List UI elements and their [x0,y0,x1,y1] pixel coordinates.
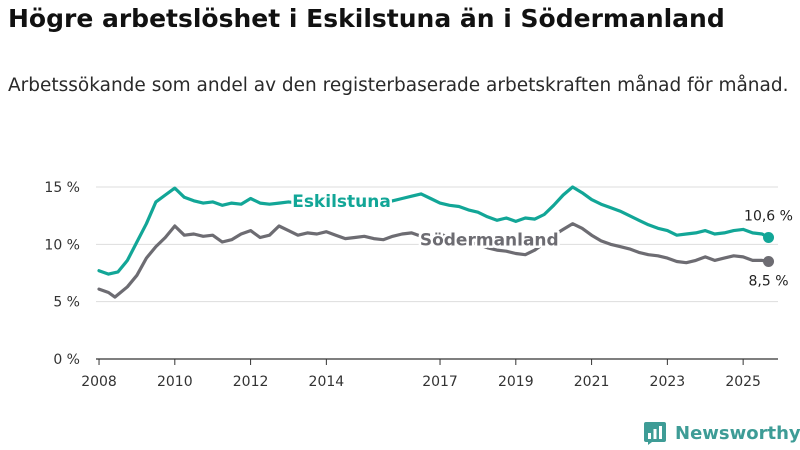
end-value-label-sodermanland: 8,5 % [749,274,789,290]
x-tick-label: 2014 [309,374,345,390]
series-line-sodermanland [97,222,771,299]
x-tick-label: 2019 [498,374,534,390]
series-line-eskilstuna [97,185,771,276]
x-tick-label: 2021 [574,374,610,390]
y-tick-label: 5 % [53,295,80,311]
y-tick-label: 15 % [44,180,80,196]
series-label-sodermanland: Södermanland [420,231,559,251]
y-tick-label: 10 % [44,237,80,253]
x-tick-label: 2025 [725,374,761,390]
x-tick-label: 2012 [233,374,269,390]
x-tick-label: 2010 [157,374,193,390]
brand-name: Newsworthy [675,422,800,444]
newsworthy-brand: Newsworthy [643,418,800,448]
end-point-eskilstuna [763,231,775,243]
end-point-sodermanland [763,256,775,268]
newsworthy-logo-icon [644,422,666,445]
x-tick-label: 2023 [650,374,686,390]
series-label-eskilstuna: Eskilstuna [292,192,391,212]
x-tick-label: 2017 [422,374,458,390]
end-value-label-eskilstuna: 10,6 % [744,208,793,224]
x-tick-label: 2008 [81,374,117,390]
y-tick-label: 0 % [53,352,80,368]
chart-subtitle: Arbetssökande som andel av den registerb… [8,75,789,96]
chart-title: Högre arbetslöshet i Eskilstuna än i Söd… [8,4,725,33]
